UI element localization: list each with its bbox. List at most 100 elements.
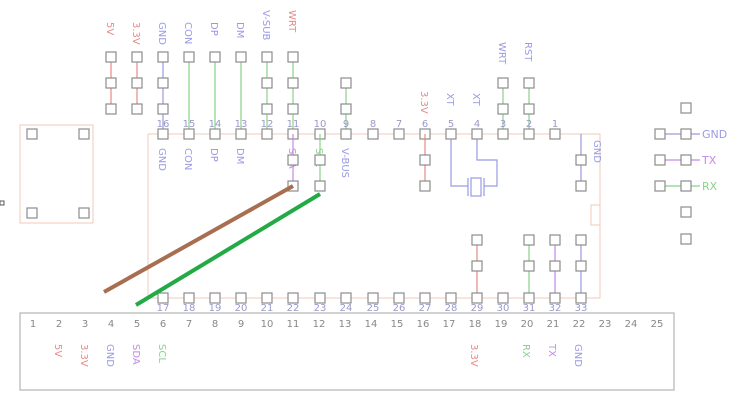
- chip-pin-pad: [523, 128, 535, 140]
- connector-pin-label: 3.3V: [78, 344, 89, 367]
- board-connector: [19, 312, 675, 391]
- header-pad: [497, 103, 509, 115]
- top-header-label: V-SUB: [260, 10, 271, 41]
- right-header-pad: [680, 154, 692, 166]
- chip-pin-pad: [393, 292, 405, 304]
- chip-pin-pad: [157, 292, 169, 304]
- connector-pin-number: 4: [108, 319, 114, 330]
- connector-pin-label: GND: [572, 344, 583, 367]
- header-pad: [131, 51, 143, 63]
- right-header-pad: [680, 206, 692, 218]
- right-header-label: RX: [702, 180, 718, 193]
- chip-pin-pad: [287, 292, 299, 304]
- chip-pin-pad: [235, 292, 247, 304]
- trace-pad: [575, 154, 587, 166]
- chip-pin-pad: [445, 128, 457, 140]
- pin-number: 22: [287, 303, 300, 314]
- pin-label: GND: [156, 148, 167, 171]
- connector-pin-number: 19: [495, 319, 508, 330]
- trace-pad: [287, 154, 299, 166]
- right-header-pad: [654, 154, 666, 166]
- pin-number: 2: [526, 119, 532, 130]
- module-pad: [78, 207, 90, 219]
- trace-pad: [419, 154, 431, 166]
- connector-pin-number: 21: [547, 319, 560, 330]
- pin-number: 26: [393, 303, 406, 314]
- right-header-label: GND: [702, 128, 727, 141]
- header-pad: [261, 51, 273, 63]
- header-pad: [209, 51, 221, 63]
- top-header-label: GND: [156, 22, 167, 45]
- pin-number: 12: [261, 119, 274, 130]
- header-pad: [523, 103, 535, 115]
- header-pad: [340, 77, 352, 89]
- crystal-trace: [476, 139, 498, 187]
- pin-number: 33: [575, 303, 588, 314]
- chip-pin-pad: [367, 128, 379, 140]
- trace-pad: [575, 234, 587, 246]
- trace-pad: [314, 180, 326, 192]
- header-pad: [157, 103, 169, 115]
- connector-pin-number: 5: [134, 319, 140, 330]
- connector-pin-number: 8: [212, 319, 218, 330]
- top-header-label: 3.3V: [418, 91, 429, 114]
- trace-pad: [471, 234, 483, 246]
- top-header-label: 3.3V: [130, 22, 141, 45]
- header-pad: [105, 51, 117, 63]
- pin-number: 24: [340, 303, 353, 314]
- connector-pin-number: 20: [521, 319, 534, 330]
- chip-pin-pad: [445, 292, 457, 304]
- pin-number: 15: [183, 119, 196, 130]
- header-pad: [131, 77, 143, 89]
- right-header-pad: [680, 233, 692, 245]
- wire-sda: [103, 184, 294, 294]
- chip-pin-pad: [261, 292, 273, 304]
- trace-pad: [549, 234, 561, 246]
- header-pad: [157, 51, 169, 63]
- header-pad: [523, 77, 535, 89]
- chip-pin-pad: [419, 292, 431, 304]
- trace-pad: [314, 154, 326, 166]
- pin-number: 6: [422, 119, 428, 130]
- connector-pin-label: 3.3V: [468, 344, 479, 367]
- chip-pin-pad: [183, 292, 195, 304]
- pin-number: 32: [549, 303, 562, 314]
- connector-pin-number: 9: [238, 319, 244, 330]
- top-header-label: WRT: [286, 10, 297, 33]
- pin-label: V-BUS: [339, 148, 350, 178]
- pin-number: 3: [500, 119, 506, 130]
- connector-pin-number: 16: [417, 319, 430, 330]
- module-pad: [78, 128, 90, 140]
- wire-scl: [134, 192, 322, 307]
- trace-pad: [575, 180, 587, 192]
- pin-number: 29: [471, 303, 484, 314]
- header-pad: [261, 77, 273, 89]
- pin-number: 8: [370, 119, 376, 130]
- chip-pin-pad: [549, 292, 561, 304]
- chip-pin-pad: [393, 128, 405, 140]
- chip-pin-pad: [209, 128, 221, 140]
- right-header-label: TX: [701, 154, 717, 167]
- header-pad: [105, 103, 117, 115]
- pin-label: DP: [208, 148, 219, 162]
- pin-number: 21: [261, 303, 274, 314]
- pin-number: 23: [314, 303, 327, 314]
- chip-pin-pad: [340, 128, 352, 140]
- connector-pin-number: 7: [186, 319, 192, 330]
- pin-number: 7: [396, 119, 402, 130]
- chip-pin-pad: [523, 292, 535, 304]
- pin-number: 10: [314, 119, 327, 130]
- top-header-label: RST: [522, 42, 533, 62]
- connector-pin-label: RX: [520, 344, 531, 358]
- top-header-label: DP: [208, 22, 219, 36]
- right-header-pad: [654, 128, 666, 140]
- pin-number: 19: [209, 303, 222, 314]
- trace-pad: [523, 234, 535, 246]
- connector-pin-number: 25: [651, 319, 664, 330]
- chip-pin-pad: [209, 292, 221, 304]
- header-pad: [287, 103, 299, 115]
- header-pad: [497, 77, 509, 89]
- trace-pad: [523, 260, 535, 272]
- chip-pin-pad: [183, 128, 195, 140]
- pin-number: 4: [474, 119, 480, 130]
